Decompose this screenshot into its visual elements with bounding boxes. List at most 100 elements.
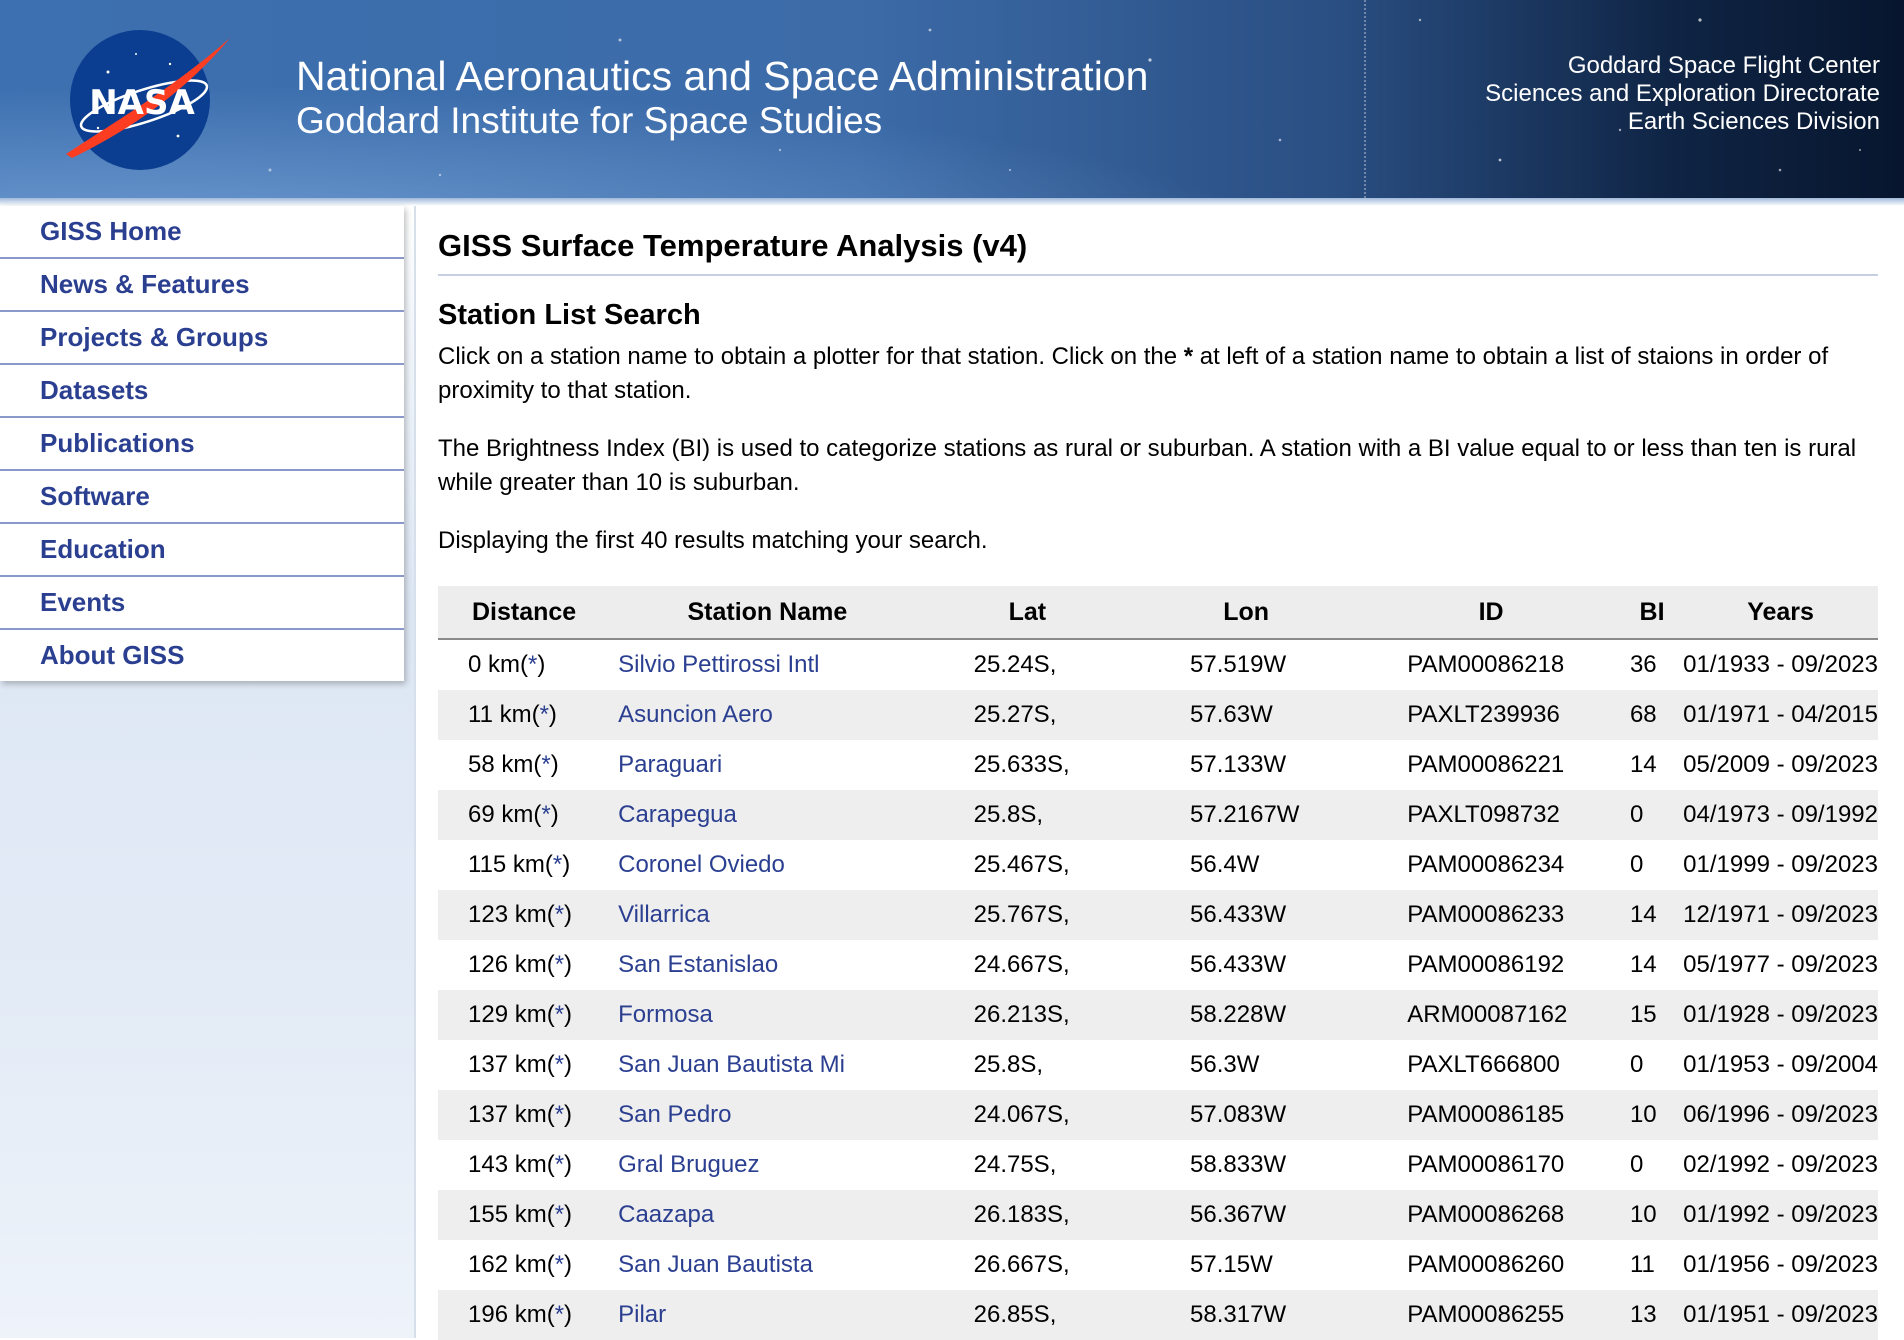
proximity-star-link[interactable]: *	[552, 851, 563, 878]
cell-lon: 56.367W	[1190, 1190, 1408, 1240]
proximity-star-link[interactable]: *	[539, 701, 549, 728]
header-years: Years	[1683, 586, 1878, 640]
cell-distance: 126 km(*)	[438, 940, 619, 990]
cell-years: 12/1971 - 09/2023	[1683, 890, 1878, 940]
sidebar-item-news-features[interactable]: News & Features	[0, 259, 404, 312]
station-name-link[interactable]: Pilar	[618, 1301, 667, 1328]
cell-lat: 25.8S,	[973, 790, 1191, 840]
cell-id: PAM00086260	[1407, 1240, 1630, 1290]
cell-distance: 137 km(*)	[438, 1090, 619, 1140]
cell-bi: 15	[1629, 990, 1684, 1040]
station-name-link[interactable]: San Pedro	[618, 1101, 732, 1128]
station-name-link[interactable]: San Juan Bautista Mi	[618, 1051, 845, 1078]
cell-lat: 26.667S,	[973, 1240, 1191, 1290]
cell-station-name: San Juan Bautista Mi	[618, 1040, 974, 1090]
affiliation-line-1: Goddard Space Flight Center	[1567, 52, 1880, 79]
cell-lat: 25.467S,	[973, 840, 1191, 890]
proximity-star-link[interactable]: *	[554, 1001, 565, 1028]
cell-station-name: Formosa	[618, 990, 974, 1040]
sidebar-item-events[interactable]: Events	[0, 577, 404, 630]
station-name-link[interactable]: Asuncion Aero	[618, 701, 773, 728]
sidebar-item-education[interactable]: Education	[0, 524, 404, 577]
cell-lon: 57.15W	[1190, 1240, 1408, 1290]
station-name-link[interactable]: Silvio Pettirossi Intl	[618, 651, 820, 678]
main-content: GISS Surface Temperature Analysis (v4) S…	[438, 222, 1878, 1340]
station-name-link[interactable]: San Estanislao	[618, 951, 779, 978]
cell-station-name: San Pedro	[618, 1090, 974, 1140]
distance-value: 137 km	[468, 1051, 547, 1078]
distance-value: 162 km	[468, 1251, 547, 1278]
cell-years: 06/1996 - 09/2023	[1683, 1090, 1878, 1140]
cell-station-name: Villarrica	[618, 890, 974, 940]
table-row: 0 km(*) Silvio Pettirossi Intl 25.24S, 57.5…	[438, 639, 1878, 690]
cell-years: 05/1977 - 09/2023	[1683, 940, 1878, 990]
cell-years: 01/1933 - 09/2023	[1683, 639, 1878, 690]
proximity-star-link[interactable]: *	[554, 951, 565, 978]
cell-distance: 11 km(*)	[438, 690, 619, 740]
sidebar-item-software[interactable]: Software	[0, 471, 404, 524]
distance-value: 123 km	[468, 901, 547, 928]
cell-lat: 26.213S,	[973, 990, 1191, 1040]
cell-lon: 58.833W	[1190, 1140, 1408, 1190]
cell-station-name: Paraguari	[618, 740, 974, 790]
cell-lon: 56.433W	[1190, 890, 1408, 940]
proximity-star-link[interactable]: *	[554, 901, 565, 928]
proximity-star-link[interactable]: *	[541, 751, 551, 778]
cell-lon: 58.317W	[1190, 1290, 1408, 1340]
cell-station-name: Coronel Oviedo	[618, 840, 974, 890]
nasa-logo[interactable]: NASA	[58, 24, 238, 172]
cell-id: PAM00086268	[1407, 1190, 1630, 1240]
cell-years: 01/1999 - 09/2023	[1683, 840, 1878, 890]
table-row: 137 km(*) San Pedro 24.067S, 57.083W PAM0008…	[438, 1090, 1878, 1140]
table-row: 155 km(*) Caazapa 26.183S, 56.367W PAM000862…	[438, 1190, 1878, 1240]
sidebar-item-publications[interactable]: Publications	[0, 418, 404, 471]
proximity-star-link[interactable]: *	[554, 1151, 565, 1178]
station-name-link[interactable]: Coronel Oviedo	[618, 851, 785, 878]
page-title: GISS Surface Temperature Analysis (v4)	[438, 222, 1878, 276]
table-row: 123 km(*) Villarrica 25.767S, 56.433W PAM000…	[438, 890, 1878, 940]
cell-lat: 25.8S,	[973, 1040, 1191, 1090]
cell-id: PAXLT239936	[1407, 690, 1630, 740]
station-name-link[interactable]: San Juan Bautista	[618, 1251, 813, 1278]
proximity-star-link[interactable]: *	[554, 1051, 565, 1078]
distance-value: 115 km	[468, 851, 545, 878]
sidebar-item-giss-home[interactable]: GISS Home	[0, 206, 404, 259]
station-name-link[interactable]: Formosa	[618, 1001, 713, 1028]
cell-station-name: Gral Bruguez	[618, 1140, 974, 1190]
header-id: ID	[1407, 586, 1630, 640]
cell-years: 01/1971 - 04/2015	[1683, 690, 1878, 740]
sidebar-item-about-giss[interactable]: About GISS	[40, 640, 185, 670]
distance-value: 129 km	[468, 1001, 547, 1028]
station-name-link[interactable]: Carapegua	[618, 801, 737, 828]
cell-lon: 56.433W	[1190, 940, 1408, 990]
cell-distance: 0 km(*)	[438, 639, 619, 690]
station-name-link[interactable]: Gral Bruguez	[618, 1151, 760, 1178]
cell-lat: 25.24S,	[973, 639, 1191, 690]
proximity-star-link[interactable]: *	[554, 1251, 565, 1278]
cell-bi: 14	[1629, 890, 1684, 940]
cell-id: PAM00086218	[1407, 639, 1630, 690]
sidebar-item-projects-groups[interactable]: Projects & Groups	[0, 312, 404, 365]
cell-lon: 56.3W	[1190, 1040, 1408, 1090]
station-name-link[interactable]: Caazapa	[618, 1201, 715, 1228]
proximity-star-link[interactable]: *	[528, 651, 538, 678]
cell-bi: 0	[1629, 1040, 1684, 1090]
cell-distance: 155 km(*)	[438, 1190, 619, 1240]
proximity-star-link[interactable]: *	[554, 1101, 565, 1128]
title-line-giss: Goddard Institute for Space Studies	[296, 100, 883, 141]
starfield-background	[268, 18, 1862, 177]
instructions-star: *	[1183, 343, 1194, 370]
proximity-star-link[interactable]: *	[554, 1301, 565, 1328]
station-name-link[interactable]: Villarrica	[618, 901, 710, 928]
cell-bi: 0	[1629, 790, 1684, 840]
station-table: Distance Station Name Lat Lon ID BI Year…	[438, 586, 1878, 1340]
proximity-star-link[interactable]: *	[541, 801, 551, 828]
section-title: Station List Search	[438, 299, 701, 331]
proximity-star-link[interactable]: *	[554, 1201, 565, 1228]
cell-lat: 25.27S,	[973, 690, 1191, 740]
sidebar-item-datasets[interactable]: Datasets	[0, 365, 404, 418]
distance-value: 0 km	[468, 651, 521, 678]
station-name-link[interactable]: Paraguari	[618, 751, 723, 778]
cell-distance: 196 km(*)	[438, 1290, 619, 1340]
cell-years: 05/2009 - 09/2023	[1683, 740, 1878, 790]
